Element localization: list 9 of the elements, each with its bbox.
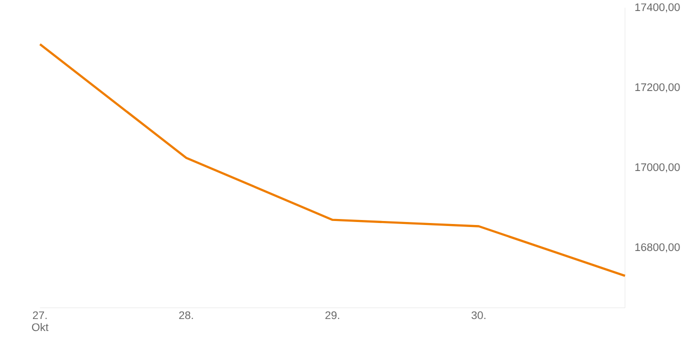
x-tick-label: 30. bbox=[472, 311, 486, 320]
y-tick-label: 17000,00 bbox=[635, 163, 680, 172]
y-tick-label: 17200,00 bbox=[635, 83, 680, 92]
y-tick-label: 17400,00 bbox=[635, 3, 680, 12]
y-tick-label: 16800,00 bbox=[635, 243, 680, 252]
x-tick-label: 27. Okt bbox=[32, 311, 48, 332]
x-tick-label: 29. bbox=[325, 311, 340, 320]
line-series bbox=[38, 43, 626, 278]
x-tick-label: 28. bbox=[179, 311, 193, 320]
